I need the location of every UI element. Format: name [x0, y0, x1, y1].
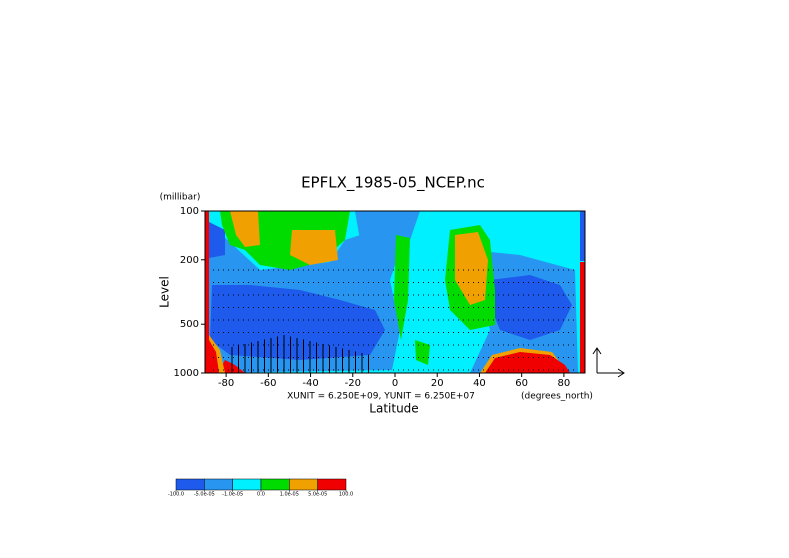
contour-field	[205, 211, 585, 373]
y-axis-label: Level	[158, 276, 172, 308]
y-unit: (millibar)	[160, 193, 201, 203]
colorbar-label: 5.0e-05	[308, 492, 327, 498]
y-tick-label: 100	[180, 206, 199, 217]
colorbar-swatch	[289, 478, 318, 491]
contour-region	[394, 235, 410, 340]
contour-region	[580, 211, 585, 261]
colorbar-swatch	[175, 478, 205, 491]
colorbar-label: 100.0	[339, 492, 353, 498]
annotation: XUNIT = 6.250E+09, YUNIT = 6.250E+07	[287, 392, 475, 402]
y-tick-label: 200	[180, 255, 199, 266]
reference-arrow	[592, 347, 625, 378]
colorbar-label: -100.0	[168, 492, 184, 498]
colorbar-label: 0.0	[257, 492, 265, 498]
contour-region	[580, 262, 585, 373]
x-tick-label: 80	[558, 378, 571, 389]
colorbar-label: -1.0e-05	[222, 492, 243, 498]
contour-region	[230, 211, 260, 247]
x-tick-label: 60	[515, 378, 528, 389]
x-unit: (degrees_north)	[521, 392, 593, 402]
contour-region	[209, 340, 219, 373]
x-tick-label: -40	[302, 378, 318, 389]
y-tick-label: 500	[180, 319, 199, 330]
x-tick-label: -60	[260, 378, 276, 389]
x-axis-label: Latitude	[369, 402, 418, 416]
x-tick-label: -80	[218, 378, 234, 389]
contour-region	[490, 275, 572, 340]
chart-title: EPFLX_1985-05_NCEP.nc	[301, 174, 485, 193]
colorbar-label: -5.0e-05	[194, 492, 215, 498]
colorbar-swatch	[260, 478, 290, 491]
colorbar-swatch	[317, 478, 347, 491]
contour-region	[290, 230, 338, 265]
colorbar-label: 1.0e-05	[280, 492, 299, 498]
colorbar-swatch	[204, 478, 233, 491]
x-tick-label: 20	[431, 378, 444, 389]
contour-region	[455, 232, 488, 305]
contour-region	[415, 340, 430, 365]
y-tick-label: 1000	[174, 368, 199, 379]
contour-region	[205, 211, 209, 373]
x-tick-label: 0	[392, 378, 398, 389]
x-tick-label: 40	[473, 378, 486, 389]
contour-region	[210, 285, 385, 360]
contour-region	[209, 222, 225, 258]
x-tick-label: -20	[345, 378, 361, 389]
colorbar-swatch	[232, 478, 262, 491]
contour-region	[355, 211, 420, 240]
